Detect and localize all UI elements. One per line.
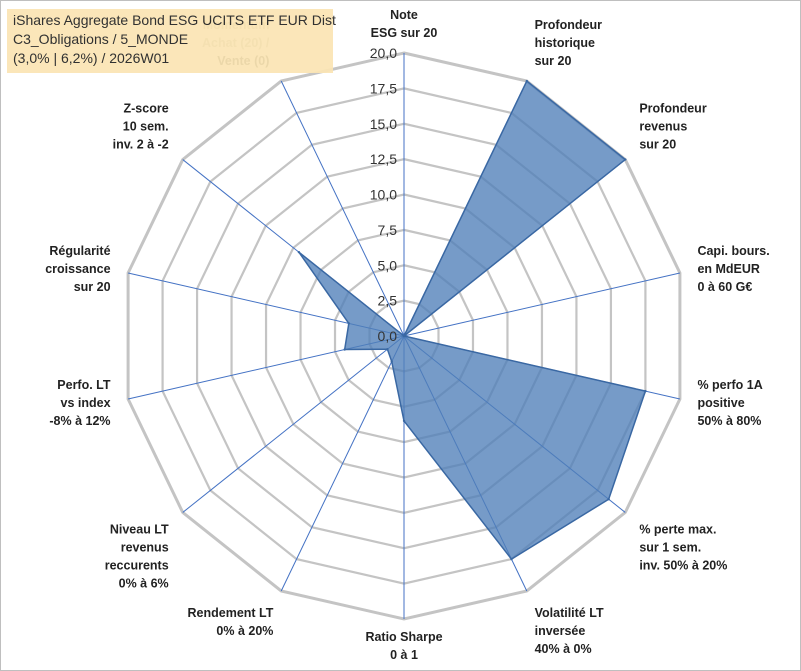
axis-label-12-line-2: inv. 2 à -2: [113, 137, 169, 151]
data-point-13: [402, 334, 406, 338]
axis-label-7: Ratio Sharpe 0 à 1: [365, 630, 442, 662]
axis-label-11-line-1: croissance: [45, 262, 110, 276]
data-point-12: [297, 250, 301, 254]
data-point-8: [390, 360, 393, 363]
axis-label-7-line-0: Ratio Sharpe: [365, 630, 442, 644]
series-area: [298, 79, 647, 561]
axis-label-9-line-2: reccurents: [105, 559, 169, 573]
axis-label-5-line-2: inv. 50% à 20%: [639, 559, 727, 573]
axis-label-4: % perfo 1A positive 50% à 80%: [697, 378, 762, 428]
chart-title-line-2: C3_Obligations / 5_MONDE: [13, 31, 189, 47]
data-point-6: [510, 557, 513, 561]
spoke-8: [280, 335, 405, 592]
axis-label-5: % perte max. sur 1 sem. inv. 50% à 20%: [639, 523, 727, 573]
data-point-2: [624, 158, 627, 161]
axis-label-2-line-2: sur 20: [639, 137, 676, 151]
axis-label-4-line-2: 50% à 80%: [697, 414, 761, 428]
axis-label-1-line-1: historique: [535, 36, 595, 50]
axis-label-6: Volatilité LT inversée 40% à 0%: [535, 606, 604, 656]
chart-title-box: iShares Aggregate Bond ESG UCITS ETF EUR…: [7, 9, 336, 73]
data-point-1: [525, 79, 528, 83]
spoke-9: [182, 335, 405, 513]
axis-label-10-line-0: Perfo. LT: [57, 378, 111, 392]
tick-label-8: 20,0: [370, 45, 397, 61]
axis-label-0: Note ESG sur 20: [371, 8, 438, 40]
chart-title-line-1: iShares Aggregate Bond ESG UCITS ETF EUR…: [13, 12, 336, 28]
data-point-9: [386, 348, 389, 351]
tick-label-3: 7,5: [378, 222, 398, 238]
axis-label-4-line-1: positive: [697, 396, 744, 410]
tick-label-6: 15,0: [370, 116, 397, 132]
tick-label-5: 12,5: [370, 151, 397, 167]
axis-label-11: Régularité croissance sur 20: [45, 244, 110, 294]
axis-label-8-line-1: 0% à 20%: [216, 624, 273, 638]
axis-label-12-line-0: Z-score: [124, 101, 169, 115]
axis-label-10-line-1: vs index: [61, 396, 111, 410]
axis-label-2-line-0: Profondeur: [639, 101, 706, 115]
axis-label-8: Rendement LT 0% à 20%: [188, 606, 274, 638]
axis-label-3: Capi. bours. en MdEUR 0 à 60 G€: [697, 244, 769, 294]
axis-label-1-line-2: sur 20: [535, 54, 572, 68]
axis-label-8-line-0: Rendement LT: [188, 606, 274, 620]
data-point-11: [347, 322, 351, 325]
axis-label-1: Profondeur historique sur 20: [535, 18, 602, 68]
data-point-7: [402, 419, 406, 423]
spoke-3: [403, 272, 681, 337]
axis-label-6-line-0: Volatilité LT: [535, 606, 604, 620]
axis-label-5-line-1: sur 1 sem.: [639, 541, 701, 555]
axis-label-12: Z-score 10 sem. inv. 2 à -2: [113, 101, 169, 151]
axis-label-3-line-2: 0 à 60 G€: [697, 280, 752, 294]
axis-label-9: Niveau LT revenus reccurents 0% à 6%: [105, 523, 169, 591]
tick-label-2: 5,0: [378, 257, 398, 273]
chart-title-line-3: (3,0% | 6,2%) / 2026W01: [13, 50, 170, 66]
axis-label-2-line-1: revenus: [639, 119, 687, 133]
axis-label-12-line-1: 10 sem.: [123, 119, 169, 133]
spoke-13: [280, 80, 405, 337]
radar-axis-labels: Note ESG sur 20 Profondeur historique sur 20…: [45, 8, 769, 662]
tick-label-0: 0,0: [378, 328, 398, 344]
axis-label-11-line-0: Régularité: [49, 244, 110, 258]
axis-label-10-line-2: -8% à 12%: [49, 414, 110, 428]
axis-label-7-line-1: 0 à 1: [390, 648, 418, 662]
axis-label-2: Profondeur revenus sur 20: [639, 101, 706, 151]
tick-label-7: 17,5: [370, 80, 397, 96]
tick-label-1: 2,5: [378, 293, 398, 309]
tick-label-4: 10,0: [370, 187, 397, 203]
axis-label-9-line-1: revenus: [121, 541, 169, 555]
data-point-5: [607, 498, 610, 501]
axis-label-3-line-1: en MdEUR: [697, 262, 760, 276]
axis-label-4-line-0: % perfo 1A: [697, 378, 762, 392]
axis-label-9-line-0: Niveau LT: [110, 523, 169, 537]
axis-label-0-line-0: Note: [390, 8, 418, 22]
axis-label-1-line-0: Profondeur: [535, 18, 602, 32]
axis-label-9-line-3: 0% à 6%: [119, 577, 169, 591]
axis-label-0-line-1: ESG sur 20: [371, 26, 438, 40]
axis-label-10: Perfo. LT vs index -8% à 12%: [49, 378, 111, 428]
data-point-10: [343, 348, 346, 351]
radar-tick-labels: 0,0 2,5 5,0 7,5 10,0 12,5 15,0 17,5 20,0: [370, 45, 397, 344]
data-point-4: [644, 389, 647, 393]
axis-label-6-line-2: 40% à 0%: [535, 642, 592, 656]
axis-label-3-line-0: Capi. bours.: [697, 244, 769, 258]
axis-label-11-line-2: sur 20: [74, 280, 111, 294]
axis-label-6-line-1: inversée: [535, 624, 586, 638]
axis-label-5-line-0: % perte max.: [639, 523, 716, 537]
radar-series: [297, 79, 647, 561]
